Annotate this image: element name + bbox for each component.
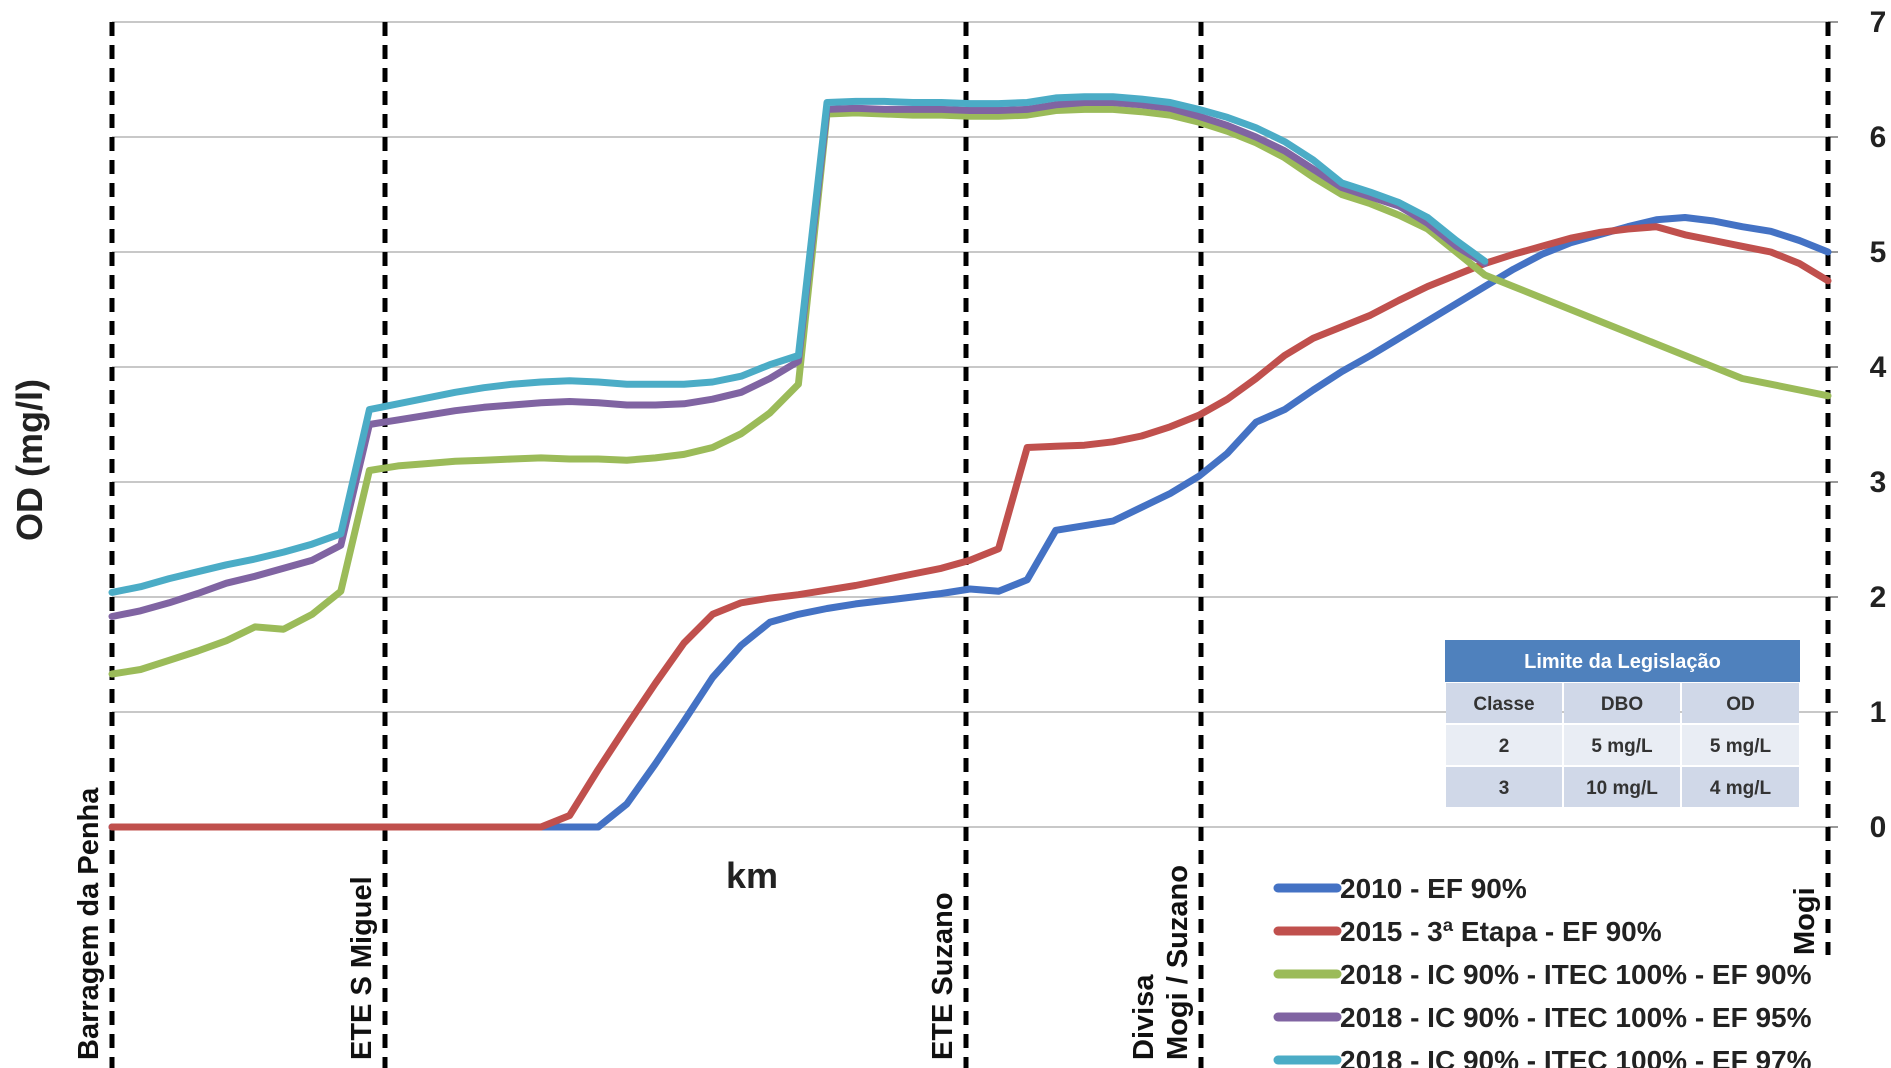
y-tick-label: 7 xyxy=(1870,6,1887,39)
table-column-header: OD xyxy=(1726,694,1755,715)
legend-item: 2018 - IC 90% - ITEC 100% - EF 95% xyxy=(1273,1002,1812,1033)
legend-label: 2018 - IC 90% - ITEC 100% - EF 90% xyxy=(1340,959,1812,990)
table-cell: 10 mg/L xyxy=(1586,778,1658,799)
legend-label: 2018 - IC 90% - ITEC 100% - EF 97% xyxy=(1340,1045,1812,1068)
x-axis-label: km xyxy=(726,855,778,896)
table-cell: 5 mg/L xyxy=(1591,736,1653,757)
table-cell: 5 mg/L xyxy=(1710,736,1772,757)
y-tick-label: 2 xyxy=(1870,581,1887,614)
table-column-header: Classe xyxy=(1473,694,1534,715)
y-tick-label: 6 xyxy=(1870,121,1887,154)
series-line-3 xyxy=(108,105,1832,678)
legend: 2010 - EF 90% 2015 - 3ª Etapa - EF 90% 201… xyxy=(1273,873,1812,1068)
legend-label: 2010 - EF 90% xyxy=(1340,873,1527,904)
table-cell-bg xyxy=(1682,683,1799,723)
table-cell-bg xyxy=(1682,767,1799,807)
table-cell-bg xyxy=(1564,683,1680,723)
reference-line-label: ETE S Miguel xyxy=(346,876,378,1060)
table-title: Limite da Legislação xyxy=(1524,651,1721,673)
y-axis-label: OD (mg/l) xyxy=(9,379,50,541)
table-cell-bg xyxy=(1446,725,1562,765)
y-axis-ticks: 0 1 2 3 4 5 6 7 xyxy=(1870,6,1887,844)
y-tick-label: 5 xyxy=(1870,236,1887,269)
reference-line-label: DivisaMogi / Suzano xyxy=(1128,865,1194,1060)
reference-line-label: ETE Suzano xyxy=(927,892,959,1060)
y-tick-label: 4 xyxy=(1870,351,1887,384)
y-tick-label: 0 xyxy=(1870,811,1887,844)
series-line-4 xyxy=(108,99,1489,620)
series-line-5 xyxy=(108,93,1489,596)
legislation-limits-table: Limite da Legislação Classe DBO OD 2 5 mg/L 5 … xyxy=(1445,640,1800,807)
series-lines xyxy=(108,93,1832,831)
reference-lines: Barragem da Penha ETE S Miguel ETE Suzano D… xyxy=(73,22,1831,1068)
table-column-header: DBO xyxy=(1601,694,1643,715)
table-cell: 4 mg/L xyxy=(1710,778,1772,799)
table-cell-bg xyxy=(1446,683,1562,723)
legend-item: 2015 - 3ª Etapa - EF 90% xyxy=(1273,916,1662,947)
gridlines xyxy=(112,21,1838,828)
series-line-2 xyxy=(108,223,1832,831)
legend-item: 2018 - IC 90% - ITEC 100% - EF 97% xyxy=(1273,1045,1812,1068)
y-tick-label: 3 xyxy=(1870,466,1887,499)
reference-line-label: Barragem da Penha xyxy=(73,787,105,1060)
legend-label: 2018 - IC 90% - ITEC 100% - EF 95% xyxy=(1340,1002,1812,1033)
legend-label: 2015 - 3ª Etapa - EF 90% xyxy=(1340,916,1662,947)
legend-item: 2018 - IC 90% - ITEC 100% - EF 90% xyxy=(1273,959,1812,990)
table-cell-bg xyxy=(1564,725,1680,765)
table-cell-bg xyxy=(1682,725,1799,765)
table-cell: 3 xyxy=(1499,778,1510,799)
y-tick-label: 1 xyxy=(1870,696,1887,729)
table-header-bar xyxy=(1445,640,1800,682)
table-cell-bg xyxy=(1564,767,1680,807)
legend-item: 2010 - EF 90% xyxy=(1273,873,1527,904)
reference-line-label: Mogi xyxy=(1789,887,1821,955)
table-cell-bg xyxy=(1446,767,1562,807)
table-cell: 2 xyxy=(1499,736,1510,757)
